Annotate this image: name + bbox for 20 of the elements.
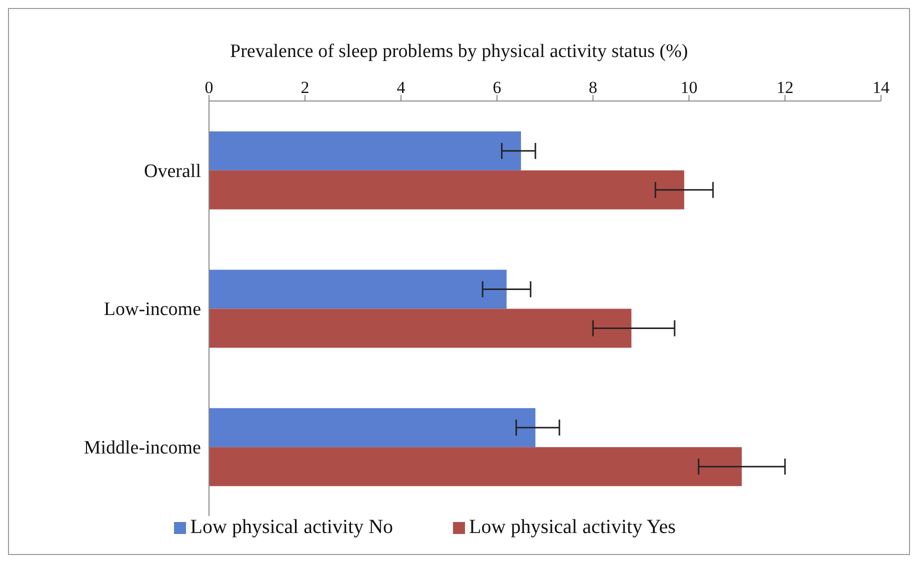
- x-tick-label: 12: [776, 78, 794, 97]
- legend-label: Low physical activity No: [190, 516, 394, 538]
- y-tick-label: Low-income: [104, 299, 201, 320]
- bar: [209, 408, 536, 448]
- x-tick-label: 4: [396, 78, 406, 97]
- bar: [209, 131, 521, 170]
- x-tick-label: 8: [588, 78, 598, 97]
- bar: [209, 308, 632, 348]
- legend-label: Low physical activity Yes: [469, 516, 676, 538]
- x-tick-label: 6: [492, 78, 502, 97]
- x-tick-label: 2: [300, 78, 310, 97]
- x-tick-label: 0: [204, 78, 214, 97]
- bar: [209, 270, 507, 309]
- y-tick-label: Overall: [144, 160, 201, 182]
- x-tick-label: 14: [872, 78, 890, 97]
- y-tick-label: Middle-income: [84, 438, 201, 459]
- x-tick-label: 10: [680, 78, 698, 97]
- chart-title: Prevalence of sleep problems by physical activity status (%): [229, 41, 689, 63]
- bar: [209, 447, 742, 486]
- bar: [209, 170, 684, 210]
